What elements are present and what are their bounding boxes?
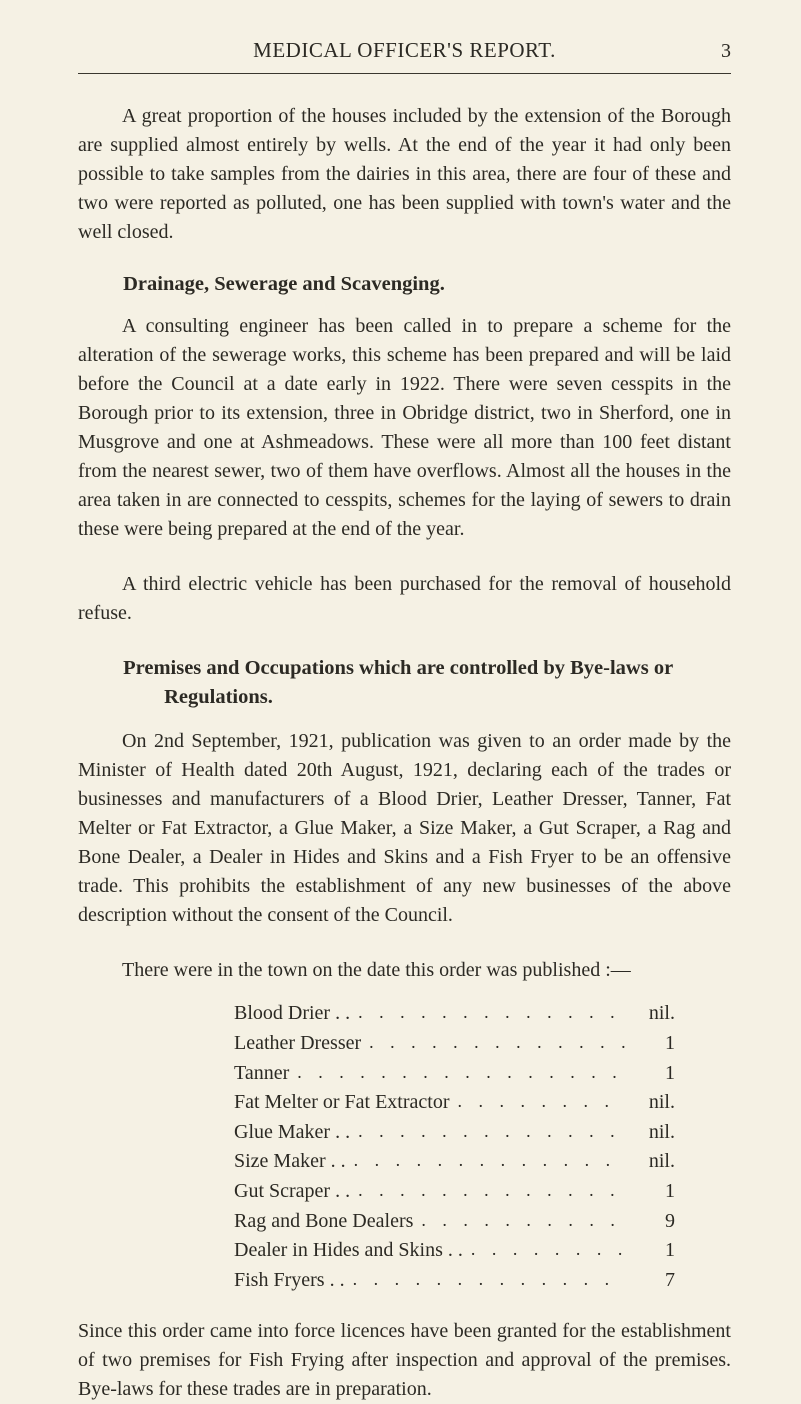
list-item: Rag and Bone Dealers . . . . . . . . . .… bbox=[78, 1207, 731, 1237]
trade-value: nil. bbox=[625, 1088, 731, 1118]
leader-dots: . . . . . . . . . . . . . . . . . . . . … bbox=[450, 1088, 626, 1115]
premises-paragraph-2: There were in the town on the date this … bbox=[78, 956, 731, 985]
trade-label: Leather Dresser bbox=[234, 1029, 361, 1059]
header-rule bbox=[78, 73, 731, 74]
page-number: 3 bbox=[721, 40, 731, 63]
trade-label: Dealer in Hides and Skins . . bbox=[234, 1236, 463, 1266]
trade-value: 1 bbox=[625, 1236, 731, 1266]
trade-label: Gut Scraper . . bbox=[234, 1177, 350, 1207]
trade-value: 1 bbox=[625, 1177, 731, 1207]
leader-dots: . . . . . . . . . . . . . . . . . . . . … bbox=[350, 1177, 625, 1204]
list-item: Dealer in Hides and Skins . . . . . . . … bbox=[78, 1236, 731, 1266]
trade-value: nil. bbox=[625, 999, 731, 1029]
trade-label: Blood Drier . . bbox=[234, 999, 350, 1029]
leader-dots: . . . . . . . . . . . . . . . . . . . . … bbox=[361, 1029, 625, 1056]
trade-value: 1 bbox=[625, 1029, 731, 1059]
list-item: Fat Melter or Fat Extractor . . . . . . … bbox=[78, 1088, 731, 1118]
section-heading-drainage: Drainage, Sewerage and Scavenging. bbox=[78, 273, 731, 296]
drainage-paragraph-2: A third electric vehicle has been purcha… bbox=[78, 570, 731, 628]
intro-paragraph: A great proportion of the houses include… bbox=[78, 102, 731, 247]
trade-value: 1 bbox=[625, 1059, 731, 1089]
trade-label: Size Maker . . bbox=[234, 1147, 346, 1177]
list-item: Glue Maker . . . . . . . . . . . . . . .… bbox=[78, 1118, 731, 1148]
section-heading-premises: Premises and Occupations which are contr… bbox=[78, 654, 731, 711]
trade-value: nil. bbox=[625, 1118, 731, 1148]
list-item: Size Maker . . . . . . . . . . . . . . .… bbox=[78, 1147, 731, 1177]
closing-paragraph: Since this order came into force licence… bbox=[78, 1317, 731, 1404]
leader-dots: . . . . . . . . . . . . . . . . . . . . … bbox=[350, 1118, 625, 1145]
leader-dots: . . . . . . . . . . . . . . . . . . . . … bbox=[350, 999, 625, 1026]
leader-dots: . . . . . . . . . . . . . . . . . . . . … bbox=[413, 1207, 625, 1234]
running-header: MEDICAL OFFICER'S REPORT. 3 bbox=[78, 38, 731, 63]
trade-value: 7 bbox=[625, 1266, 731, 1296]
list-item: Tanner . . . . . . . . . . . . . . . . .… bbox=[78, 1059, 731, 1089]
list-item: Gut Scraper . . . . . . . . . . . . . . … bbox=[78, 1177, 731, 1207]
leader-dots: . . . . . . . . . . . . . . . . . . . . … bbox=[345, 1266, 625, 1293]
leader-dots: . . . . . . . . . . . . . . . . . . . . … bbox=[289, 1059, 625, 1086]
leader-dots: . . . . . . . . . . . . . . . . . . . . … bbox=[463, 1236, 625, 1263]
trade-value: 9 bbox=[625, 1207, 731, 1237]
leader-dots: . . . . . . . . . . . . . . . . . . . . … bbox=[346, 1147, 625, 1174]
list-item: Fish Fryers . . . . . . . . . . . . . . … bbox=[78, 1266, 731, 1296]
list-item: Leather Dresser . . . . . . . . . . . . … bbox=[78, 1029, 731, 1059]
trade-label: Fish Fryers . . bbox=[234, 1266, 345, 1296]
running-title: MEDICAL OFFICER'S REPORT. bbox=[253, 38, 556, 63]
trade-label: Glue Maker . . bbox=[234, 1118, 350, 1148]
premises-paragraph-1: On 2nd September, 1921, publication was … bbox=[78, 727, 731, 930]
trade-value: nil. bbox=[625, 1147, 731, 1177]
trade-label: Tanner bbox=[234, 1059, 289, 1089]
list-item: Blood Drier . . . . . . . . . . . . . . … bbox=[78, 999, 731, 1029]
trade-label: Fat Melter or Fat Extractor bbox=[234, 1088, 450, 1118]
trades-list: Blood Drier . . . . . . . . . . . . . . … bbox=[78, 999, 731, 1295]
trade-label: Rag and Bone Dealers bbox=[234, 1207, 413, 1237]
drainage-paragraph-1: A consulting engineer has been called in… bbox=[78, 312, 731, 544]
